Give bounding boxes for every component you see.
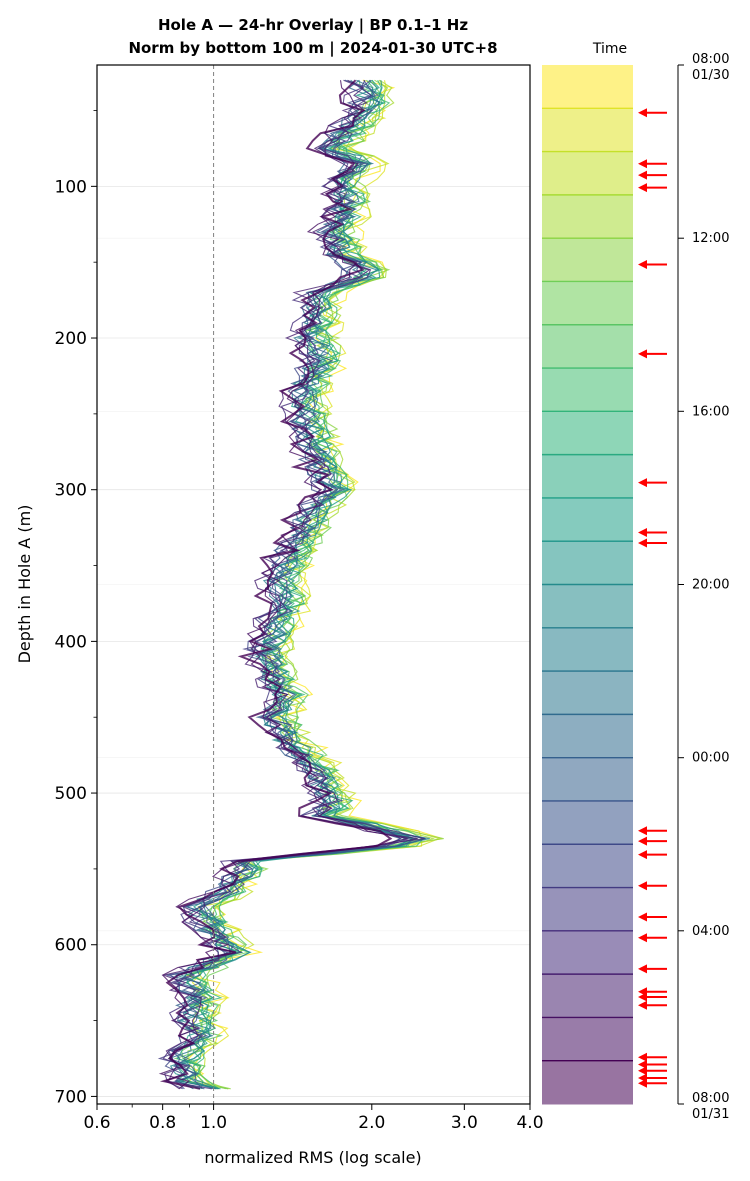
colorbar-band: [542, 368, 633, 412]
colorbar-band: [542, 238, 633, 282]
y-tick-label: 400: [55, 632, 87, 652]
y-tick-label: 100: [55, 177, 87, 197]
event-arrow-head: [638, 992, 647, 1002]
colorbar-band: [542, 757, 633, 802]
colorbar-band: [542, 411, 633, 456]
event-arrows: [638, 108, 667, 1088]
hourly-curve: [186, 79, 414, 1089]
y-axis-ticks: 100 200 300 400 500 600 700: [55, 110, 97, 1107]
colorbar-band: [542, 65, 633, 109]
hourly-rms-curves: [157, 79, 444, 1090]
x-tick-label: 0.6: [83, 1113, 110, 1133]
x-axis-ticks: 0.6 0.8 1.0 2.0 3.0 4.0: [83, 1104, 544, 1133]
colorbar-tick-label: 16:00: [692, 404, 729, 419]
colorbar-label: Time: [592, 41, 627, 57]
event-arrow-head: [638, 850, 647, 860]
colorbar-band: [542, 454, 633, 499]
y-tick-label: 200: [55, 329, 87, 349]
colorbar-band: [542, 324, 633, 369]
event-arrow-head: [638, 259, 647, 269]
colorbar-band: [542, 151, 633, 196]
x-tick-label: 0.8: [149, 1113, 176, 1133]
colorbar-tick-label: 08:00: [692, 52, 729, 67]
grid: [97, 64, 530, 1097]
event-arrow-head: [638, 1060, 647, 1070]
event-arrow-head: [638, 108, 647, 118]
y-axis-label: Depth in Hole A (m): [15, 505, 34, 664]
colorbar-band: [542, 108, 633, 153]
hourly-curve: [159, 79, 393, 1090]
colorbar-tick-sublabel: 01/30: [692, 68, 729, 83]
event-arrow-head: [638, 478, 647, 488]
event-arrow-head: [638, 964, 647, 974]
colorbar-band: [542, 497, 633, 542]
colorbar-band: [542, 714, 633, 759]
time-colorbar: [542, 65, 633, 1105]
colorbar-band: [542, 1060, 633, 1105]
event-arrow-head: [638, 826, 647, 836]
chart-title-line1: Hole A — 24-hr Overlay | BP 0.1–1 Hz: [158, 16, 468, 35]
hourly-curve: [175, 80, 426, 1090]
colorbar-band: [542, 281, 633, 326]
colorbar-band: [542, 974, 633, 1018]
colorbar-band: [542, 844, 633, 889]
hourly-curve: [176, 79, 413, 1090]
event-arrow-head: [638, 1066, 647, 1076]
hourly-curve: [162, 79, 425, 1090]
event-arrow-head: [638, 933, 647, 943]
event-arrow-head: [638, 538, 647, 548]
colorbar-tick-label: 04:00: [692, 924, 729, 939]
y-tick-label: 700: [55, 1087, 87, 1107]
colorbar-band: [542, 1017, 633, 1062]
hourly-curve: [179, 79, 426, 1090]
colorbar-tick-label: 00:00: [692, 751, 729, 766]
x-axis-label: normalized RMS (log scale): [204, 1148, 421, 1167]
colorbar-tick-label: 20:00: [692, 578, 729, 593]
x-tick-label: 1.0: [200, 1113, 227, 1133]
colorbar-tick-sublabel: 01/31: [692, 1107, 729, 1122]
plot-frame: [96, 64, 531, 1105]
event-arrow-head: [638, 912, 647, 922]
event-arrow-head: [638, 528, 647, 538]
event-arrow-head: [638, 159, 647, 169]
event-arrow-head: [638, 1000, 647, 1010]
x-tick-label: 2.0: [358, 1113, 385, 1133]
chart-title-line2: Norm by bottom 100 m | 2024-01-30 UTC+8: [128, 39, 497, 58]
colorbar-band: [542, 930, 633, 975]
hourly-curve: [167, 79, 407, 1090]
colorbar-band: [542, 887, 633, 932]
event-arrow-head: [638, 1078, 647, 1088]
colorbar-time-axis: 08:0001/3012:0016:0020:0000:0004:0008:00…: [677, 52, 729, 1122]
colorbar-band: [542, 671, 633, 715]
event-arrow-head: [638, 183, 647, 193]
colorbar-band: [542, 584, 633, 629]
x-tick-label: 4.0: [516, 1113, 543, 1133]
colorbar-band: [542, 541, 633, 585]
y-tick-label: 300: [55, 481, 87, 501]
colorbar-band: [542, 627, 633, 672]
event-arrow-head: [638, 349, 647, 359]
event-arrow-head: [638, 1052, 647, 1062]
y-tick-label: 500: [55, 784, 87, 804]
colorbar-band: [542, 194, 633, 239]
x-tick-label: 3.0: [451, 1113, 478, 1133]
event-arrow-head: [638, 836, 647, 846]
y-tick-label: 600: [55, 936, 87, 956]
colorbar-tick-label: 12:00: [692, 231, 729, 246]
colorbar-band: [542, 800, 633, 845]
event-arrow-head: [638, 170, 647, 180]
event-arrow-head: [638, 881, 647, 891]
colorbar-tick-label: 08:00: [692, 1091, 729, 1106]
